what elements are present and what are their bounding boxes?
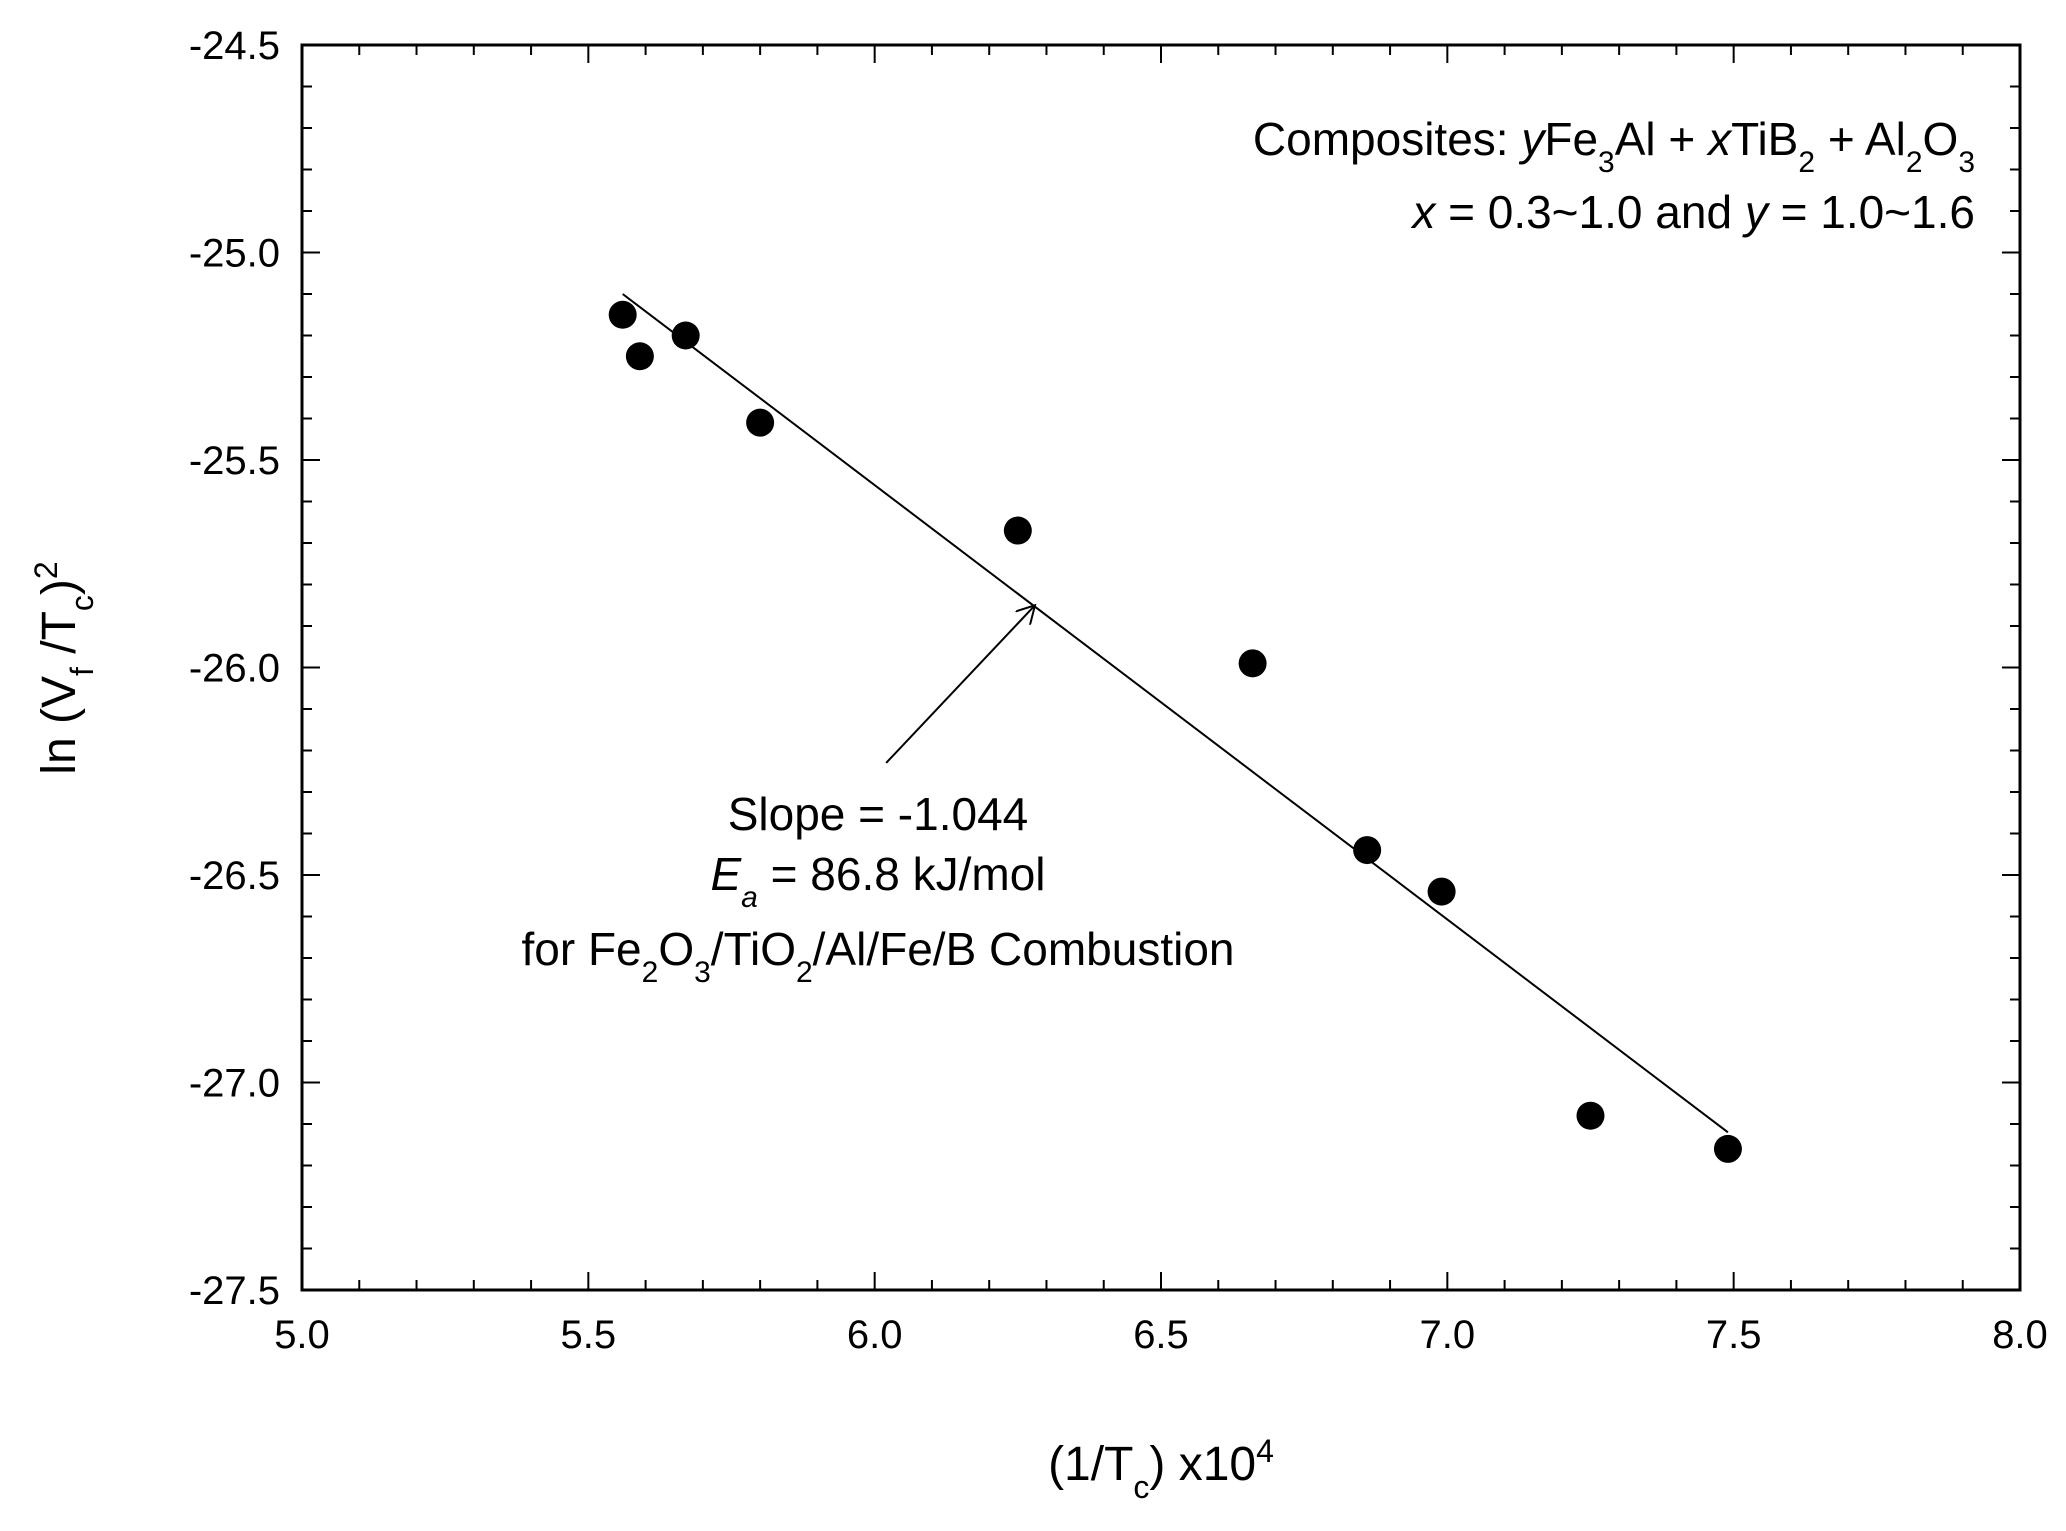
axis-tick-labels: 5.0 5.5 6.0 6.5 7.0 7.5 8.0 -24.5 -25.0 -25.5 -26.… xyxy=(189,24,2048,1357)
fit-line-group xyxy=(622,293,1729,1134)
data-points xyxy=(608,300,1742,1163)
x-tick-label: 5.0 xyxy=(274,1313,330,1357)
y-tick-label: -27.5 xyxy=(189,1269,280,1313)
y-tick-label: -26.0 xyxy=(189,647,280,691)
activation-energy-label: Ea = 86.8 kJ/mol xyxy=(710,848,1045,914)
x-tick-label: 8.0 xyxy=(1992,1313,2048,1357)
composites-label: Composites: yFe3Al + xTiB2 + Al2O3 xyxy=(1253,113,1975,179)
fit-line xyxy=(622,293,1729,1134)
x-tick-label: 6.0 xyxy=(847,1313,903,1357)
x-tick-label: 7.5 xyxy=(1706,1313,1762,1357)
slope-label: Slope = -1.044 xyxy=(728,788,1029,840)
y-tick-label: -25.5 xyxy=(189,439,280,483)
x-tick-label: 7.0 xyxy=(1420,1313,1476,1357)
y-tick-label: -25.0 xyxy=(189,232,280,276)
y-tick-label: -26.5 xyxy=(189,854,280,898)
composition-range-label: x = 0.3~1.0 and y = 1.0~1.6 xyxy=(1410,186,1975,238)
data-point xyxy=(1427,877,1456,906)
y-tick-label: -24.5 xyxy=(189,24,280,68)
combustion-system-label: for Fe2O3/TiO2/Al/Fe/B Combustion xyxy=(521,923,1234,989)
data-point xyxy=(1576,1101,1605,1130)
x-tick-label: 6.5 xyxy=(1133,1313,1189,1357)
axis-ticks xyxy=(301,44,2021,1291)
data-point xyxy=(1713,1134,1742,1163)
data-point xyxy=(1353,836,1382,865)
data-point xyxy=(1238,649,1267,678)
x-axis-title: (1/Tc) x104 xyxy=(1048,1433,1274,1505)
data-point xyxy=(1003,516,1032,545)
data-point xyxy=(746,408,775,437)
y-axis-title: ln (Vf /Tc)2 xyxy=(28,561,100,774)
data-point xyxy=(625,342,654,371)
x-tick-label: 5.5 xyxy=(561,1313,617,1357)
y-tick-label: -27.0 xyxy=(189,1062,280,1106)
data-point xyxy=(671,321,700,350)
data-point xyxy=(608,300,637,329)
slope-arrow xyxy=(885,605,1035,764)
